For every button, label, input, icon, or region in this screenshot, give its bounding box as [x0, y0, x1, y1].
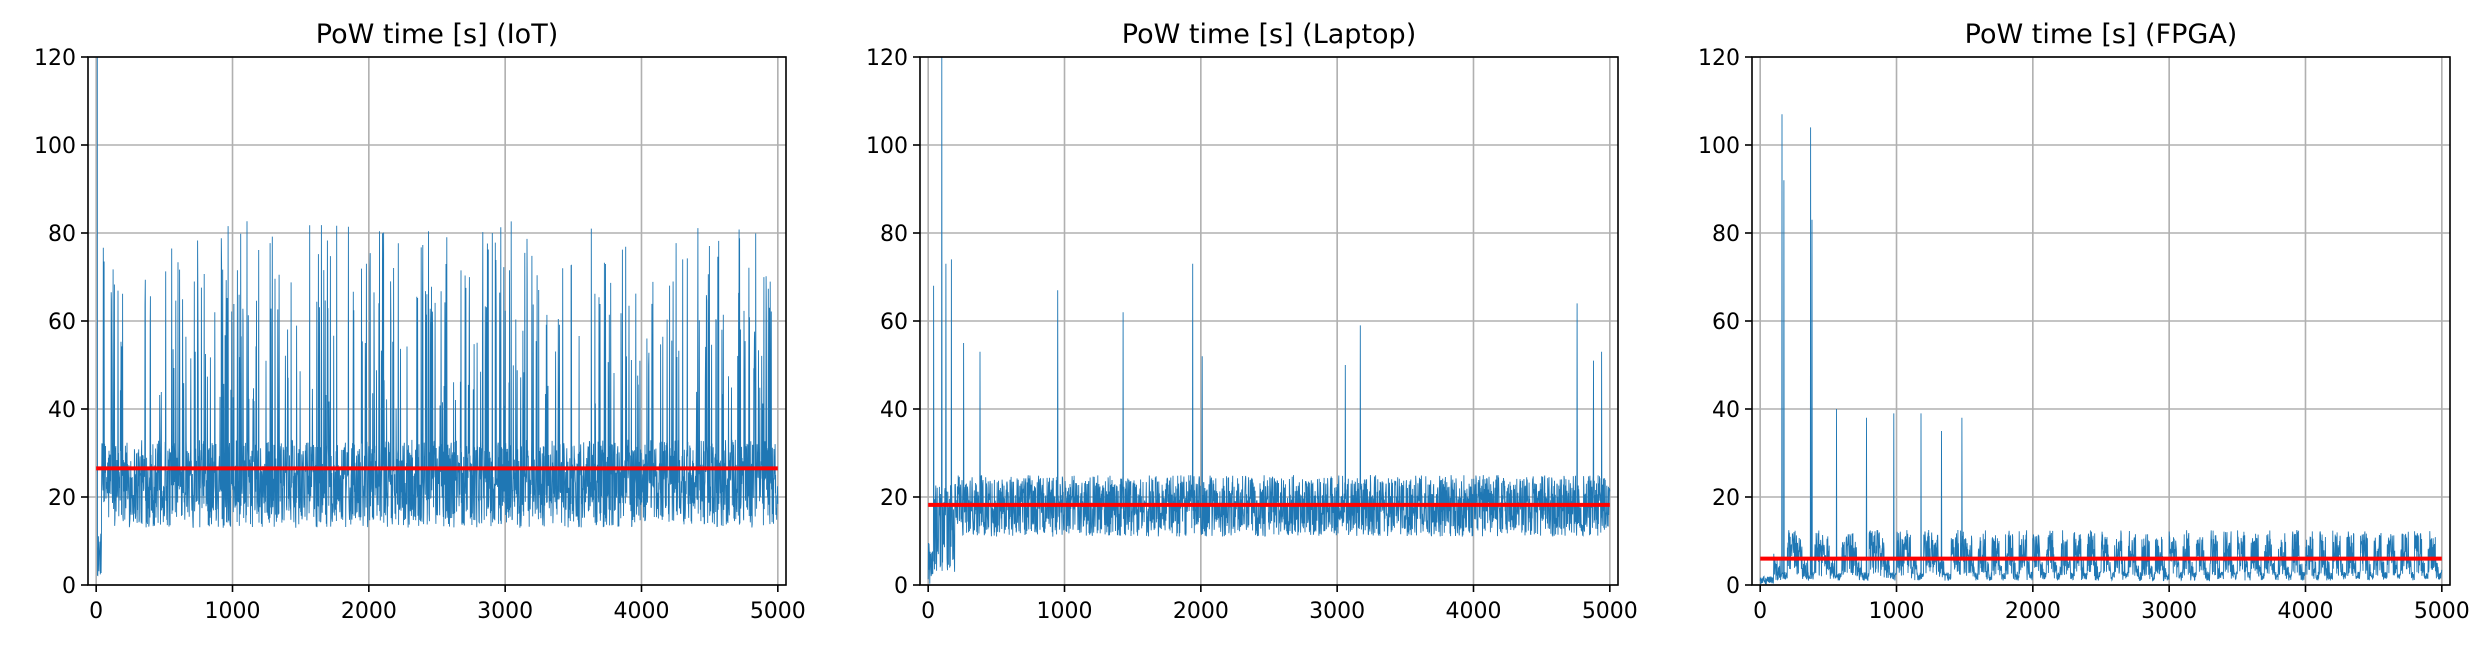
x-tick-label: 0 — [89, 599, 103, 624]
x-tick-label: 5000 — [750, 599, 806, 624]
chart-panel-0: 0 1000 2000 3000 4000 5000 0 20 40 60 80 100 120 PoW … — [34, 19, 806, 624]
chart-panel-2: 0 1000 2000 3000 4000 5000 0 20 40 60 80 100 120 PoW … — [1698, 19, 2470, 624]
y-tick-label: 20 — [1712, 486, 1740, 511]
series-line-raw — [927, 57, 1611, 584]
x-tick-label: 0 — [921, 599, 935, 624]
y-tick-label: 120 — [34, 46, 76, 71]
x-tick-label: 2000 — [341, 599, 397, 624]
x-tick-label: 4000 — [2277, 599, 2333, 624]
x-tick-label: 2000 — [2005, 599, 2061, 624]
y-tick-label: 0 — [1726, 574, 1740, 599]
y-tick-label: 40 — [1712, 398, 1740, 423]
y-tick-label: 20 — [880, 486, 908, 511]
chart-title: PoW time [s] (IoT) — [316, 19, 558, 50]
y-tick-label: 100 — [1698, 134, 1740, 159]
x-tick-label: 4000 — [1445, 599, 1501, 624]
y-tick-label: 0 — [894, 574, 908, 599]
chart-title: PoW time [s] (Laptop) — [1122, 19, 1416, 50]
y-tick-label: 60 — [1712, 310, 1740, 335]
y-tick-label: 80 — [1712, 222, 1740, 247]
y-tick-label: 40 — [48, 398, 76, 423]
y-tick-label: 120 — [1698, 46, 1740, 71]
y-tick-label: 60 — [880, 310, 908, 335]
chart-title: PoW time [s] (FPGA) — [1965, 19, 2238, 50]
x-tick-label: 4000 — [613, 599, 669, 624]
chart-panel-1: 0 1000 2000 3000 4000 5000 0 20 40 60 80 100 120 PoW … — [866, 19, 1638, 624]
x-tick-label: 3000 — [2141, 599, 2197, 624]
x-tick-label: 2000 — [1173, 599, 1229, 624]
x-tick-label: 1000 — [1037, 599, 1093, 624]
y-tick-label: 0 — [62, 574, 76, 599]
x-tick-label: 5000 — [2414, 599, 2470, 624]
x-tick-label: 1000 — [1869, 599, 1925, 624]
x-tick-label: 0 — [1753, 599, 1767, 624]
y-tick-label: 20 — [48, 486, 76, 511]
x-tick-label: 3000 — [477, 599, 533, 624]
y-tick-label: 100 — [866, 134, 908, 159]
y-tick-label: 100 — [34, 134, 76, 159]
y-tick-label: 120 — [866, 46, 908, 71]
y-tick-label: 40 — [880, 398, 908, 423]
y-tick-label: 80 — [48, 222, 76, 247]
x-tick-label: 3000 — [1309, 599, 1365, 624]
x-tick-label: 1000 — [205, 599, 261, 624]
series-line-raw — [1759, 114, 2443, 585]
y-tick-label: 60 — [48, 310, 76, 335]
y-tick-label: 80 — [880, 222, 908, 247]
series-line-raw — [96, 57, 779, 577]
x-tick-label: 5000 — [1582, 599, 1638, 624]
